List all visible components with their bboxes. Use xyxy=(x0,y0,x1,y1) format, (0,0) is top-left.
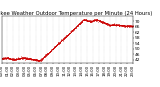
Title: Milwaukee Weather Outdoor Temperature per Minute (24 Hours): Milwaukee Weather Outdoor Temperature pe… xyxy=(0,11,152,16)
